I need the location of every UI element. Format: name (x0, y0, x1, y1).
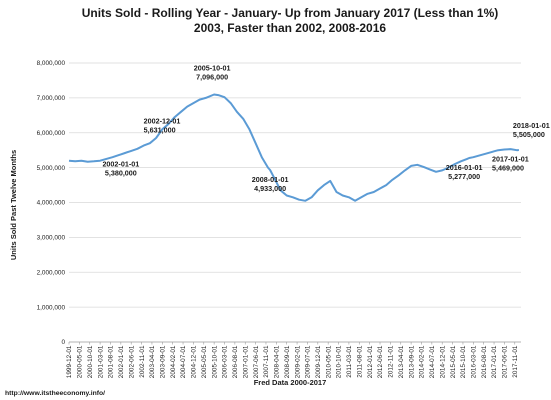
annotation-value: 5,505,000 (513, 130, 545, 139)
x-tick-label: 2016-03-01 (471, 345, 478, 378)
x-tick-label: 2017-01-01 (491, 345, 498, 378)
x-tick-label: 2012-01-01 (367, 345, 374, 378)
x-tick-label: 2002-11-01 (139, 345, 146, 378)
x-tick-label: 2011-03-01 (346, 345, 353, 378)
annotation-value: 4,933,000 (254, 184, 286, 193)
x-tick-label: 2006-03-01 (222, 345, 229, 378)
x-tick-label: 2000-05-01 (77, 345, 84, 378)
x-tick-label: 2006-08-01 (232, 345, 239, 378)
x-tick-label: 2003-09-01 (160, 345, 167, 378)
x-tick-label: 2012-06-01 (377, 345, 384, 378)
x-axis-label: Fred Data 2000-2017 (254, 378, 327, 387)
annotation-value: 7,096,000 (196, 73, 228, 82)
y-tick-label: 3,000,000 (37, 235, 66, 242)
y-tick-label: 8,000,000 (37, 60, 66, 67)
y-axis-label: Units Sold Past Twelve Months (9, 150, 18, 260)
y-tick-label: 5,000,000 (37, 165, 66, 172)
x-tick-label: 2012-11-01 (388, 345, 395, 378)
x-tick-label: 2014-02-01 (419, 345, 426, 378)
x-tick-label: 2017-11-01 (512, 345, 519, 378)
y-tick-label: 6,000,000 (37, 130, 66, 137)
x-tick-label: 2014-07-01 (429, 345, 436, 378)
x-tick-label: 2005-05-01 (201, 345, 208, 378)
source-url: http://www.itstheeconomy.info/ (5, 390, 105, 397)
y-tick-label: 4,000,000 (37, 200, 66, 207)
annotation-date: 2002-12-01 (144, 117, 181, 126)
x-tick-label: 2001-03-01 (97, 345, 104, 378)
x-tick-label: 2004-12-01 (191, 345, 198, 378)
chart-title: Units Sold - Rolling Year - January- Up … (82, 6, 499, 20)
x-tick-label: 2005-10-01 (211, 345, 218, 378)
y-tick-label: 0 (61, 339, 65, 346)
gridlines (69, 62, 521, 308)
x-tick-label: 2013-04-01 (398, 345, 405, 378)
x-axis-ticks: 1999-12-01 2000-05-01 2000-10-01 2001-03-01… (66, 342, 519, 378)
y-tick-label: 7,000,000 (37, 95, 66, 102)
annotations: 2002-01-015,380,000 2002-12-015,631,000 20… (102, 64, 549, 193)
x-tick-label: 2007-06-01 (253, 345, 260, 378)
x-tick-label: 2014-12-01 (439, 345, 446, 378)
x-tick-label: 2004-07-01 (180, 345, 187, 378)
x-tick-label: 2008-09-01 (284, 345, 291, 378)
x-tick-label: 2007-01-01 (242, 345, 249, 378)
annotation-value: 5,277,000 (448, 172, 480, 181)
x-tick-label: 2002-01-01 (118, 345, 125, 378)
x-tick-label: 2017-06-01 (502, 345, 509, 378)
y-axis-ticks: 0 1,000,000 2,000,000 3,000,000 4,000,000 5,0… (37, 60, 66, 346)
x-tick-label: 2000-10-01 (87, 345, 94, 378)
x-tick-label: 2010-10-01 (336, 345, 343, 378)
x-tick-label: 1999-12-01 (66, 345, 73, 378)
series-line (68, 93, 519, 202)
annotation-value: 5,469,000 (492, 163, 524, 172)
y-tick-label: 1,000,000 (37, 304, 66, 311)
x-tick-label: 2016-08-01 (481, 345, 488, 378)
x-tick-label: 2009-02-01 (294, 345, 301, 378)
x-tick-label: 2010-05-01 (325, 345, 332, 378)
annotation-value: 5,380,000 (105, 168, 137, 177)
annotation-date: 2017-01-01 (492, 154, 529, 163)
x-tick-label: 2015-05-01 (450, 345, 457, 378)
chart-subtitle: 2003, Faster than 2002, 2008-2016 (194, 21, 386, 35)
x-tick-label: 2002-06-01 (128, 345, 135, 378)
annotation-date: 2016-01-01 (446, 163, 483, 172)
x-tick-label: 2001-08-01 (108, 345, 115, 378)
x-tick-label: 2013-09-01 (408, 345, 415, 378)
x-tick-label: 2009-12-01 (315, 345, 322, 378)
x-tick-label: 2007-11-01 (263, 345, 270, 378)
x-tick-label: 2015-10-01 (460, 345, 467, 378)
x-tick-label: 2008-04-01 (274, 345, 281, 378)
x-tick-label: 2009-07-01 (305, 345, 312, 378)
annotation-date: 2008-01-01 (252, 175, 289, 184)
x-tick-label: 2003-04-01 (149, 345, 156, 378)
annotation-date: 2002-01-01 (102, 159, 139, 168)
annotation-value: 5,631,000 (144, 126, 176, 135)
x-tick-label: 2004-02-01 (170, 345, 177, 378)
annotation-date: 2018-01-01 (513, 121, 550, 130)
x-tick-label: 2011-08-01 (356, 345, 363, 378)
annotation-date: 2005-10-01 (194, 64, 231, 73)
y-tick-label: 2,000,000 (37, 269, 66, 276)
